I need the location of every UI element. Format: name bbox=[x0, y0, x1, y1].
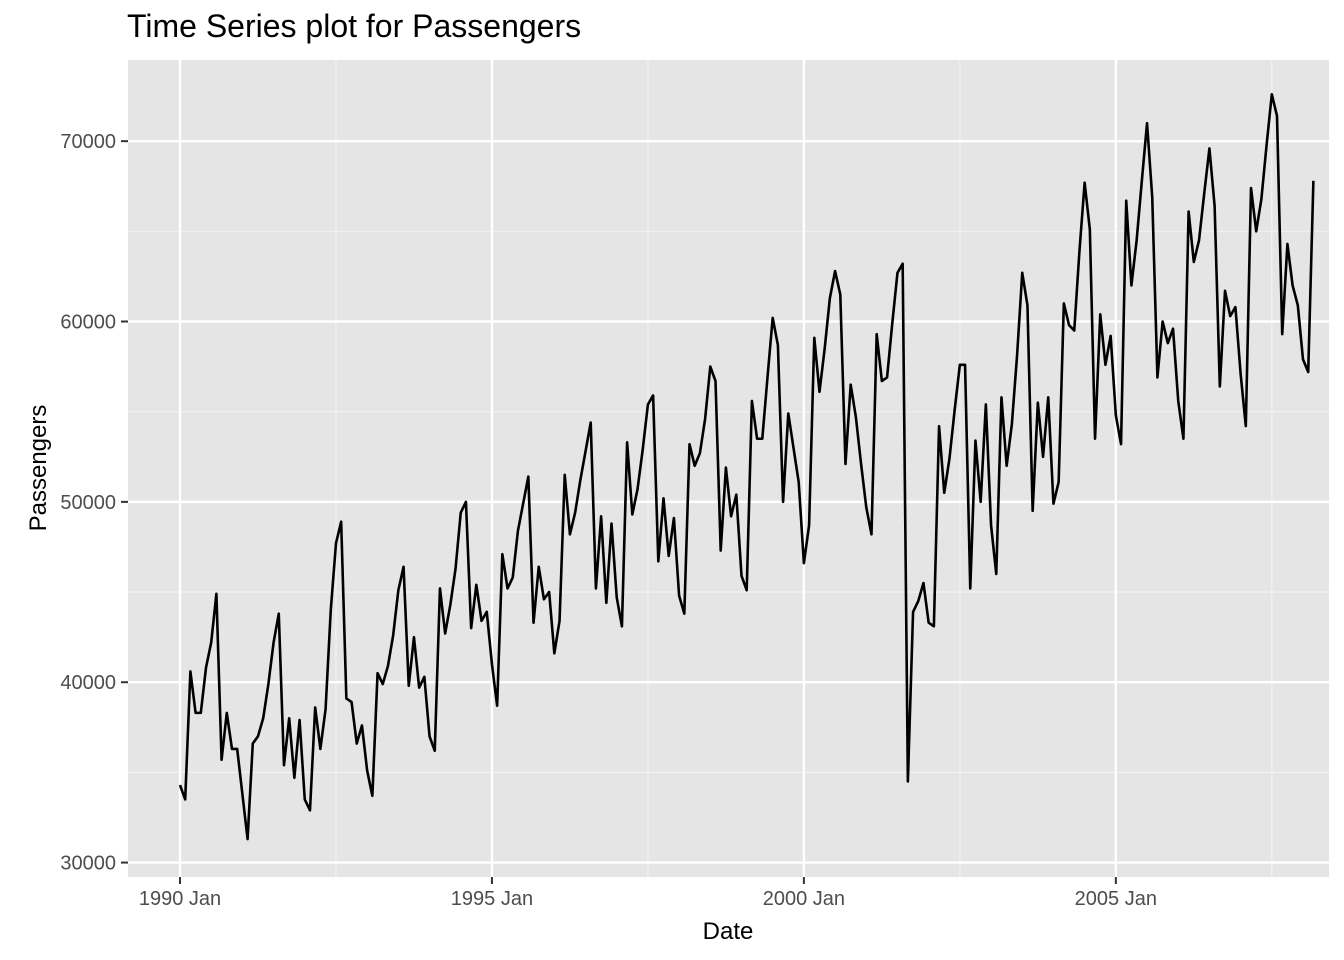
axis-ticks bbox=[121, 140, 1117, 884]
x-tick-label: 2000 Jan bbox=[763, 888, 845, 910]
x-tick-label: 1990 Jan bbox=[139, 888, 221, 910]
series-line-1 bbox=[178, 92, 1315, 841]
y-tick-label: 60000 bbox=[60, 312, 116, 334]
x-tick-label: 1995 Jan bbox=[451, 888, 533, 910]
y-tick-label: 30000 bbox=[60, 853, 116, 875]
x-axis-title: Date bbox=[703, 918, 754, 945]
plot-panel bbox=[128, 60, 1329, 877]
y-tick-label: 50000 bbox=[60, 492, 116, 514]
tick-labels: 30000 40000 50000 60000 70000 1990 Jan 1995 Ja… bbox=[60, 131, 1157, 910]
y-tick-label: 70000 bbox=[60, 131, 116, 153]
y-tick-label: 40000 bbox=[60, 672, 116, 694]
x-tick-label: 2005 Jan bbox=[1075, 888, 1157, 910]
series-layer bbox=[178, 92, 1315, 841]
chart-title: Time Series plot for Passengers bbox=[127, 8, 582, 44]
minor-gridlines bbox=[128, 60, 1329, 877]
y-axis-title: Passengers bbox=[25, 405, 52, 532]
